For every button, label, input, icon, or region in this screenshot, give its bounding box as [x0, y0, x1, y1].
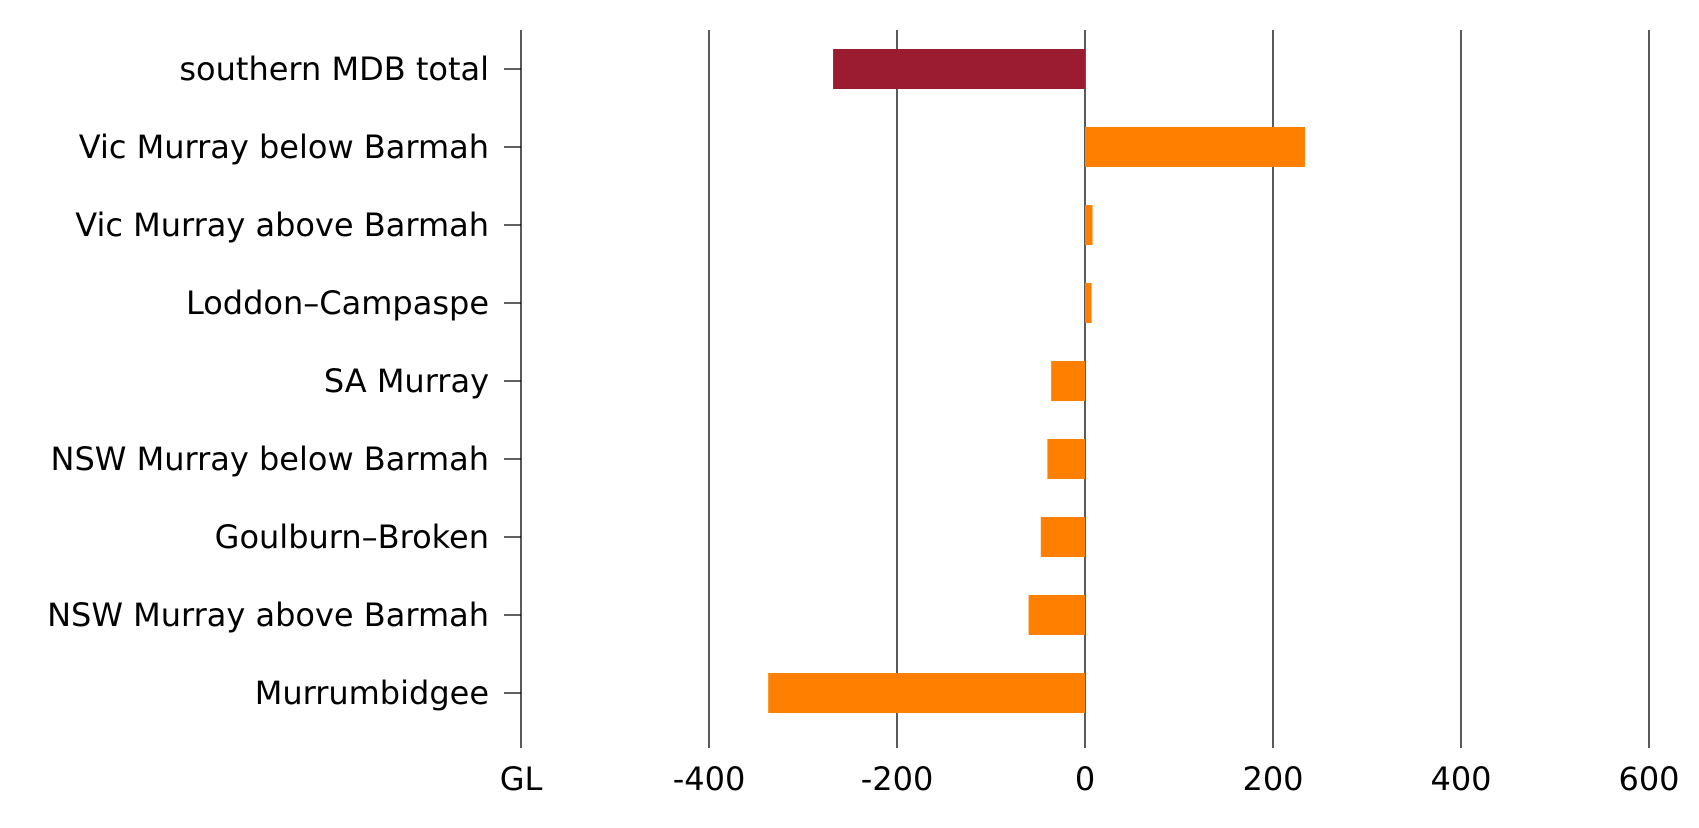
- bar-5: [1047, 439, 1085, 479]
- bar-1: [1085, 127, 1305, 167]
- category-label-0: southern MDB total: [179, 50, 489, 88]
- bar-4: [1051, 361, 1085, 401]
- category-label-1: Vic Murray below Barmah: [79, 128, 489, 166]
- bar-7: [1028, 595, 1085, 635]
- bar-0: [833, 49, 1085, 89]
- x-tick-label-3: 200: [1242, 760, 1303, 798]
- x-tick-label-0: -400: [673, 760, 746, 798]
- x-axis-tick-labels: GL -400 -200 0 200 400 600: [500, 760, 1680, 798]
- bars: [768, 49, 1305, 713]
- category-label-2: Vic Murray above Barmah: [75, 206, 489, 244]
- x-tick-label-5: 600: [1618, 760, 1679, 798]
- category-label-8: Murrumbidgee: [255, 674, 489, 712]
- bar-3: [1085, 283, 1092, 323]
- category-label-4: SA Murray: [324, 362, 489, 400]
- bar-2: [1085, 205, 1093, 245]
- x-tick-label-2: 0: [1075, 760, 1095, 798]
- x-axis-unit-label: GL: [500, 760, 543, 798]
- bar-6: [1040, 517, 1085, 557]
- bar-8: [768, 673, 1085, 713]
- x-tick-label-1: -200: [861, 760, 934, 798]
- category-label-3: Loddon–Campaspe: [186, 284, 489, 322]
- category-labels: southern MDB total Vic Murray below Barma…: [47, 50, 489, 712]
- category-label-5: NSW Murray below Barmah: [51, 440, 489, 478]
- category-label-6: Goulburn–Broken: [215, 518, 489, 556]
- x-tick-label-4: 400: [1430, 760, 1491, 798]
- y-axis: [504, 30, 522, 748]
- category-label-7: NSW Murray above Barmah: [47, 596, 489, 634]
